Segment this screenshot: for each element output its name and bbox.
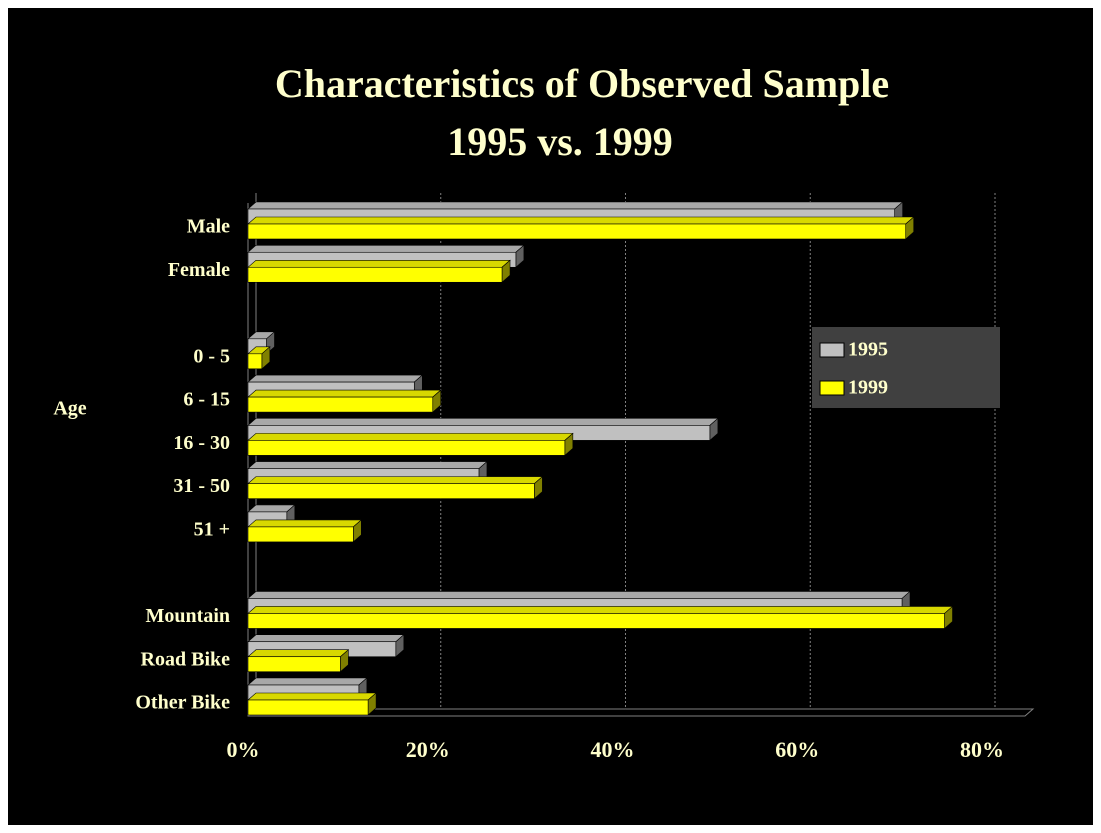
bar-top	[247, 201, 904, 210]
bar-top	[247, 519, 363, 528]
legend-box	[812, 327, 1000, 408]
bar-top	[247, 461, 488, 469]
y-tick-label: 0 - 5	[193, 345, 230, 367]
axis-annotation: Age	[53, 398, 86, 420]
y-tick-label: 51 +	[194, 519, 230, 541]
background	[8, 8, 1093, 825]
bar	[247, 699, 369, 716]
bar	[247, 396, 434, 413]
x-tick-label: 0%	[227, 737, 260, 762]
bar	[247, 613, 945, 629]
bar-top	[247, 649, 350, 658]
bar	[247, 266, 503, 283]
y-tick-label: Other Bike	[135, 692, 230, 714]
bar-top	[247, 677, 368, 686]
bar-top	[247, 374, 424, 383]
x-tick-label: 20%	[406, 737, 450, 762]
y-tick-label: Male	[187, 216, 230, 238]
chart-subtitle: 1995 vs. 1999	[447, 119, 673, 164]
bar-top	[247, 389, 442, 398]
y-tick-label: 6 - 15	[183, 389, 230, 411]
bar-top	[247, 634, 405, 643]
legend-label: 1995	[848, 339, 888, 361]
bar	[247, 223, 907, 240]
chart-title: Characteristics of Observed Sample	[275, 61, 889, 106]
legend-swatch	[819, 380, 845, 396]
x-tick-label: 80%	[960, 737, 1004, 762]
bar-top	[247, 216, 915, 225]
bar-top	[247, 259, 511, 268]
legend-label: 1999	[848, 377, 888, 399]
y-tick-label: Female	[168, 259, 230, 281]
bar-top	[247, 244, 525, 253]
bar	[247, 483, 535, 499]
x-tick-label: 40%	[591, 737, 635, 762]
legend-swatch	[819, 342, 845, 358]
bar-top	[247, 476, 544, 484]
y-tick-label: 31 - 50	[173, 475, 230, 497]
bar-top	[247, 692, 377, 701]
bar-top	[247, 418, 719, 426]
bar-top	[247, 433, 574, 441]
bar	[247, 440, 566, 456]
y-tick-label: Road Bike	[141, 648, 231, 670]
bar-top	[247, 606, 954, 614]
bar	[247, 526, 354, 543]
y-tick-label: Mountain	[146, 605, 230, 627]
x-tick-label: 60%	[775, 737, 819, 762]
y-tick-label: 16 - 30	[173, 432, 230, 454]
bar	[247, 353, 263, 370]
bar-top	[247, 591, 911, 599]
bar	[247, 656, 341, 673]
